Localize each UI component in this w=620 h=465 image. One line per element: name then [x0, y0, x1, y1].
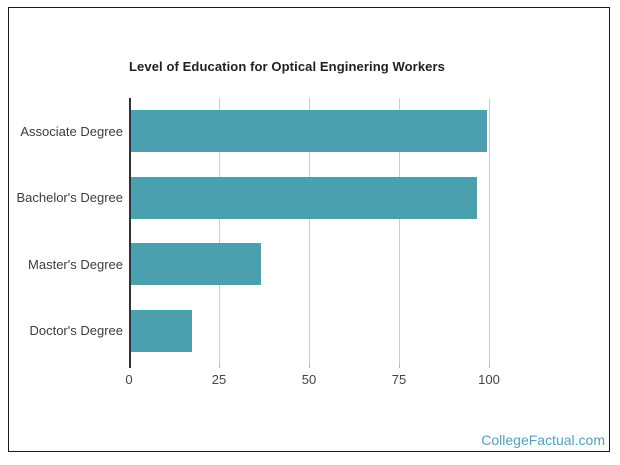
y-axis-label: Doctor's Degree	[29, 323, 123, 339]
x-tick-label: 50	[301, 372, 317, 387]
y-axis-label: Bachelor's Degree	[16, 190, 123, 206]
bar	[131, 110, 488, 153]
bar-row: Associate Degree	[9, 98, 542, 165]
x-tick-label: 100	[478, 372, 500, 387]
x-tick-labels: 0 25 50 75 100	[125, 372, 540, 388]
grid-layer	[129, 98, 540, 368]
tick-mark	[309, 364, 310, 368]
tick-mark	[219, 364, 220, 368]
chart-frame: Level of Education for Optical Enginerin…	[8, 7, 610, 452]
chart-title: Level of Education for Optical Enginerin…	[129, 59, 445, 74]
tick-mark	[399, 364, 400, 368]
x-tick-label: 75	[391, 372, 407, 387]
y-axis-label: Associate Degree	[20, 123, 123, 139]
y-axis-label: Master's Degree	[28, 256, 123, 272]
bar-row: Doctor's Degree	[9, 298, 542, 365]
collegefactual-link[interactable]: CollegeFactual.com	[481, 432, 605, 448]
bar	[131, 176, 477, 219]
gridline	[399, 98, 400, 364]
gridline	[309, 98, 310, 364]
y-axis-line	[129, 98, 131, 368]
x-tick-label: 0	[125, 372, 133, 387]
x-tick-label: 25	[211, 372, 227, 387]
bar-row: Bachelor's Degree	[9, 165, 542, 232]
gridline	[219, 98, 220, 364]
bar	[131, 309, 193, 352]
bar-row: Master's Degree	[9, 231, 542, 298]
gridline	[489, 98, 490, 364]
bar	[131, 243, 261, 286]
bar-rows: Associate Degree Bachelor's Degree Master'…	[9, 98, 542, 364]
tick-mark	[489, 364, 490, 368]
